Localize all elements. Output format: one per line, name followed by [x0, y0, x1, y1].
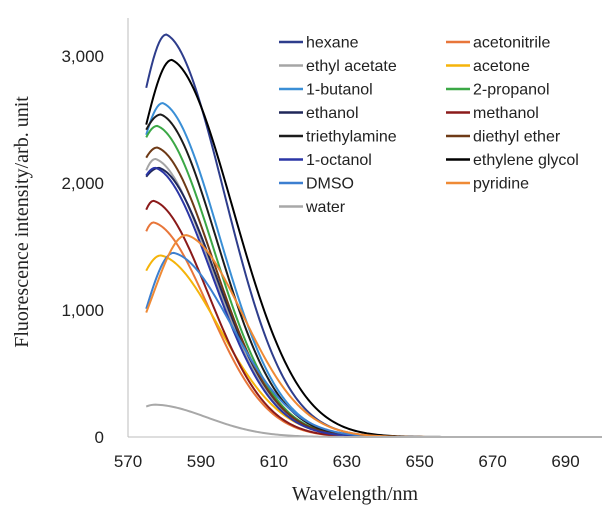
series-line-ethanol	[145, 166, 602, 438]
legend-label: ethanol	[306, 105, 359, 122]
legend-label: pyridine	[473, 176, 529, 193]
x-tick-label: 690	[551, 452, 579, 471]
legend-entry: ethanol	[279, 105, 359, 122]
y-tick-label: 0	[95, 428, 104, 447]
series-line-diethyl-ether	[145, 146, 602, 438]
series-line-water	[145, 403, 602, 438]
x-axis-title: Wavelength/nm	[292, 483, 419, 505]
x-tick-label: 670	[478, 452, 506, 471]
axes: 570 590 610 630 650 670 690 0 1,000 2,000 3,000	[61, 18, 602, 471]
legend-label: methanol	[473, 105, 539, 122]
legend-entry: pyridine	[446, 176, 529, 193]
legend-label: triethylamine	[306, 129, 397, 146]
legend-label: water	[305, 199, 346, 216]
legend-label: acetone	[473, 58, 530, 75]
legend-entry: ethylene glycol	[446, 152, 579, 169]
legend-entry: diethyl ether	[446, 129, 561, 146]
legend-label: hexane	[306, 35, 359, 52]
x-tick-label: 570	[114, 452, 142, 471]
legend-label: DMSO	[306, 176, 354, 193]
series-line-ethyl-acetate	[145, 157, 602, 438]
legend-entry: 1-octanol	[279, 152, 372, 169]
x-tick-label: 650	[406, 452, 434, 471]
y-tick-label: 3,000	[61, 47, 104, 66]
legend-entry: acetone	[446, 58, 530, 75]
x-tick-label: 590	[187, 452, 215, 471]
legend: hexane acetonitrile ethyl acetate acetone 1-…	[279, 35, 579, 216]
legend-entry: DMSO	[279, 176, 354, 193]
legend-entry: 1-butanol	[279, 82, 373, 99]
legend-label: 1-butanol	[306, 82, 373, 99]
legend-label: ethylene glycol	[473, 152, 579, 169]
legend-label: 1-octanol	[306, 152, 372, 169]
x-tick-label: 630	[333, 452, 361, 471]
legend-entry: ethyl acetate	[279, 58, 397, 75]
legend-label: diethyl ether	[473, 129, 561, 146]
legend-entry: acetonitrile	[446, 35, 550, 52]
legend-label: 2-propanol	[473, 82, 550, 99]
legend-label: ethyl acetate	[306, 58, 397, 75]
legend-label: acetonitrile	[473, 35, 550, 52]
y-tick-label: 2,000	[61, 174, 104, 193]
y-tick-label: 1,000	[61, 301, 104, 320]
legend-entry: water	[279, 199, 346, 216]
legend-entry: methanol	[446, 105, 539, 122]
series-line-1-octanol	[145, 166, 602, 438]
legend-entry: hexane	[279, 35, 359, 52]
legend-entry: 2-propanol	[446, 82, 550, 99]
legend-entry: triethylamine	[279, 129, 397, 146]
y-axis-title: Fluorescence intensity/arb. unit	[11, 96, 33, 348]
x-tick-label: 610	[260, 452, 288, 471]
